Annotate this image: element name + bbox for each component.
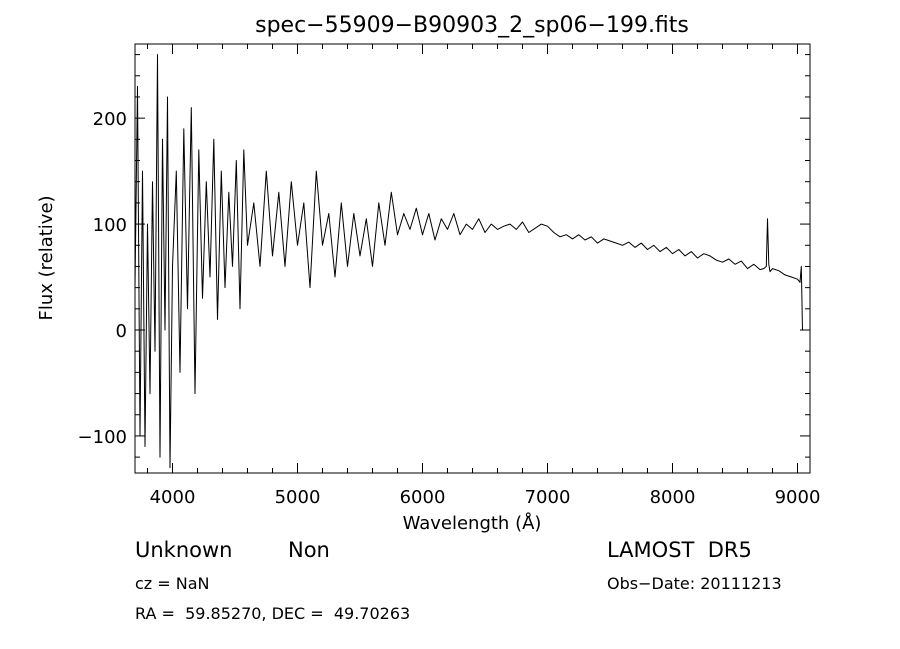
object-subclass-label: Non xyxy=(288,538,330,562)
x-axis-label: Wavelength (Å) xyxy=(403,512,542,534)
x-tick-label: 8000 xyxy=(650,487,696,508)
x-tick-label: 6000 xyxy=(400,487,446,508)
y-tick-label: 200 xyxy=(93,109,127,130)
y-tick-label: 0 xyxy=(116,321,127,342)
object-class-label: Unknown xyxy=(135,538,233,562)
x-tick-labels: 4000 5000 6000 7000 8000 9000 xyxy=(150,487,821,508)
series-group xyxy=(134,54,803,469)
x-tick-label: 5000 xyxy=(275,487,321,508)
x-tick-label: 9000 xyxy=(775,487,821,508)
coordinates-label: RA = 59.85270, DEC = 49.70263 xyxy=(135,604,411,623)
x-tick-label: 4000 xyxy=(150,487,196,508)
chart-title: spec−55909−B90903_2_sp06−199.fits xyxy=(255,13,689,38)
plot-frame xyxy=(134,43,811,474)
x-tick-label: 7000 xyxy=(525,487,571,508)
obs-date-label: Obs−Date: 20111213 xyxy=(607,574,782,593)
y-axis-label: Flux (relative) xyxy=(36,195,57,320)
y-tick-label: 100 xyxy=(93,215,127,236)
spectrum-flux-line xyxy=(134,54,803,469)
axis-ticks xyxy=(135,44,810,473)
y-tick-labels: −100 0 100 200 xyxy=(78,109,127,448)
redshift-label: cz = NaN xyxy=(135,574,210,593)
survey-label: LAMOST DR5 xyxy=(607,538,752,562)
y-tick-label: −100 xyxy=(78,427,127,448)
